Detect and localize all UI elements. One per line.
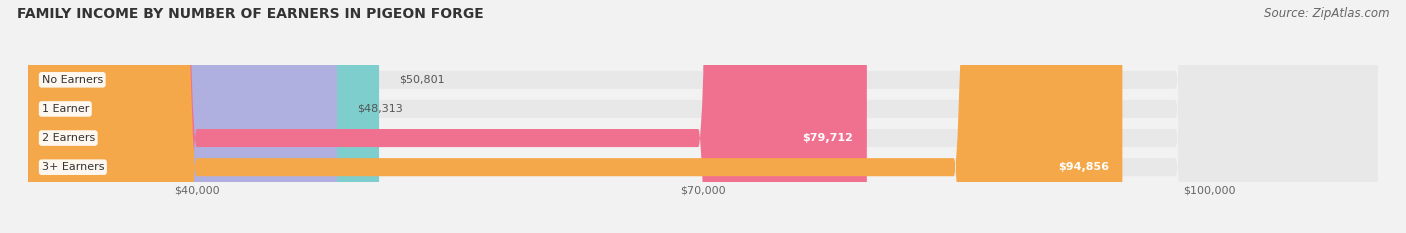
Text: 1 Earner: 1 Earner: [42, 104, 89, 114]
Text: 3+ Earners: 3+ Earners: [42, 162, 104, 172]
Text: No Earners: No Earners: [42, 75, 103, 85]
Text: $94,856: $94,856: [1057, 162, 1109, 172]
Text: 2 Earners: 2 Earners: [42, 133, 94, 143]
FancyBboxPatch shape: [28, 0, 337, 233]
Text: Source: ZipAtlas.com: Source: ZipAtlas.com: [1264, 7, 1389, 20]
Text: $50,801: $50,801: [399, 75, 444, 85]
FancyBboxPatch shape: [28, 0, 868, 233]
FancyBboxPatch shape: [28, 0, 1122, 233]
Text: $48,313: $48,313: [357, 104, 404, 114]
FancyBboxPatch shape: [28, 0, 1378, 233]
Text: $79,712: $79,712: [803, 133, 853, 143]
Text: FAMILY INCOME BY NUMBER OF EARNERS IN PIGEON FORGE: FAMILY INCOME BY NUMBER OF EARNERS IN PI…: [17, 7, 484, 21]
FancyBboxPatch shape: [28, 0, 1378, 233]
FancyBboxPatch shape: [28, 0, 380, 233]
FancyBboxPatch shape: [28, 0, 1378, 233]
FancyBboxPatch shape: [28, 0, 1378, 233]
